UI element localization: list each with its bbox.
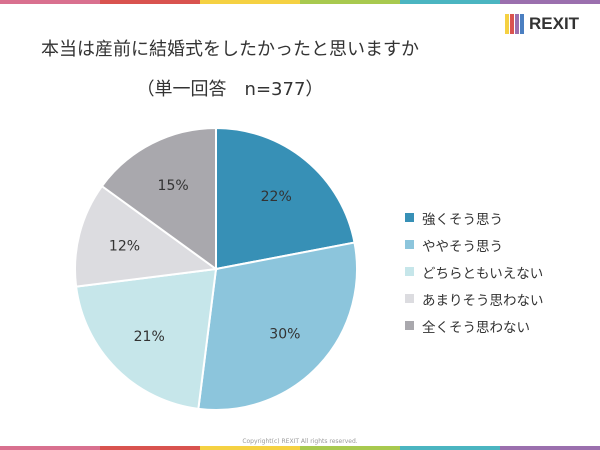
stripe-segment [300,0,400,4]
legend-swatch [405,213,414,222]
legend-swatch [405,267,414,276]
data-label: 12% [109,239,140,255]
stripe-segment [100,446,200,450]
legend-item: どちらともいえない [405,258,544,285]
stripe-segment [100,0,200,4]
legend-item: ややそう思う [405,231,544,258]
stripe-segment [400,0,500,4]
copyright: Copyright(c) REXIT All rights reserved. [242,438,358,445]
stripe-segment [0,446,100,450]
chart-subtitle: （単一回答 n=377） [136,79,324,100]
stripe-segment [500,446,600,450]
legend-label: ややそう思う [422,238,503,255]
legend-label: 全くそう思わない [422,319,530,336]
rexit-logo: REXIT [505,14,579,34]
logo-mark-icon [505,14,524,34]
legend-label: あまりそう思わない [422,292,544,309]
bottom-color-stripe [0,446,600,450]
data-label: 21% [134,329,165,345]
legend-swatch [405,240,414,249]
pie-slice-3 [74,267,218,411]
stripe-segment [0,0,100,4]
pie-slice-4 [74,184,219,288]
stripe-segment [200,0,300,4]
legend-label: どちらともいえない [422,265,544,282]
stripe-segment [500,0,600,4]
legend-item: 全くそう思わない [405,312,544,339]
pie-slice-5 [100,126,217,271]
logo-text: REXIT [529,14,580,33]
data-label: 30% [269,327,300,343]
stripe-segment [300,446,400,450]
legend-swatch [405,321,414,330]
chart-title: 本当は産前に結婚式をしたかったと思いますか [41,39,419,60]
data-label: 15% [158,178,189,194]
legend-item: あまりそう思わない [405,285,544,312]
legend-label: 強くそう思う [422,211,503,228]
top-color-stripe [0,0,600,4]
legend-swatch [405,294,414,303]
stripe-segment [400,446,500,450]
legend: 強くそう思う ややそう思うどちらともいえない あまりそう思わない 全くそう思わない [405,204,544,339]
pie-slice-1 [215,126,356,271]
data-label: 22% [261,189,292,205]
pie-slice-2 [197,241,358,411]
stripe-segment [200,446,300,450]
legend-item: 強くそう思う [405,204,544,231]
